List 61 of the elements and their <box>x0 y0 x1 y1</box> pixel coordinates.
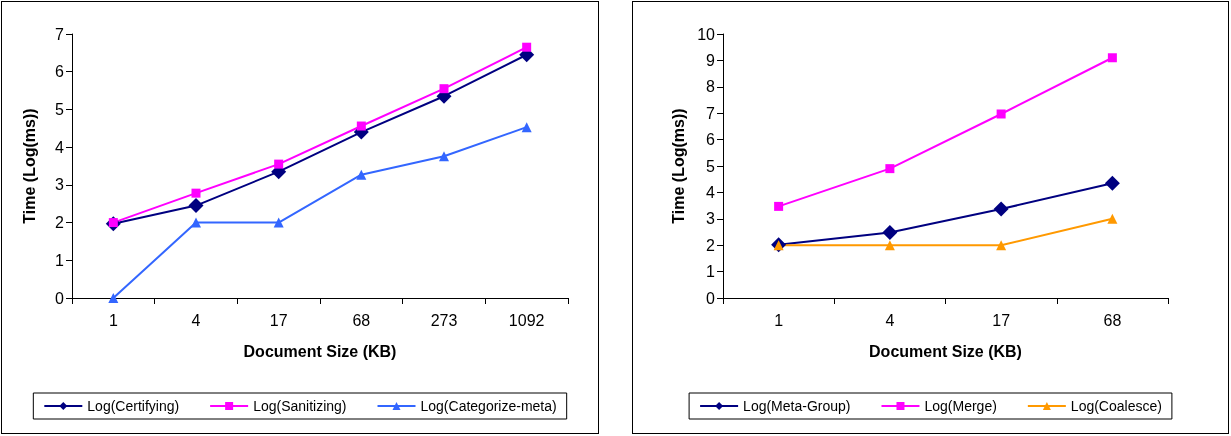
y-tick-label: 6 <box>55 63 65 81</box>
y-tick-label: 0 <box>706 289 716 307</box>
y-axis-title: Time (Log(ms)) <box>20 108 38 224</box>
point <box>356 121 366 131</box>
y-tick-label: 10 <box>697 25 716 43</box>
x-tick-label: 68 <box>352 311 371 329</box>
legend-label: Log(Meta-Group) <box>743 398 851 414</box>
y-tick-label: 1 <box>55 251 65 269</box>
y-tick-label: 2 <box>706 236 716 254</box>
point <box>996 240 1007 251</box>
legend-label: Log(Merge) <box>924 398 997 414</box>
legend-label: Log(Certifying) <box>87 398 180 414</box>
point <box>885 164 895 174</box>
point <box>521 122 532 133</box>
legend-label: Log(Sanitizing) <box>253 398 347 414</box>
x-tick-label: 17 <box>992 311 1011 329</box>
legend-label: Log(Coalesce) <box>1070 398 1162 414</box>
y-tick-label: 7 <box>55 25 65 43</box>
point <box>439 84 449 94</box>
point <box>996 109 1006 119</box>
point <box>1104 175 1120 191</box>
x-tick-label: 1 <box>774 311 784 329</box>
y-tick-label: 2 <box>55 214 65 232</box>
y-tick-label: 5 <box>55 100 65 118</box>
y-tick-label: 3 <box>706 210 716 228</box>
x-tick-label: 68 <box>1103 311 1122 329</box>
point <box>774 201 784 211</box>
x-tick-label: 273 <box>430 311 458 329</box>
y-tick-label: 4 <box>55 138 65 156</box>
x-axis-title: Document Size (KB) <box>243 342 397 360</box>
point <box>439 151 449 162</box>
point <box>356 169 367 180</box>
point <box>108 293 119 303</box>
y-tick-label: 8 <box>706 78 716 96</box>
y-tick-label: 0 <box>55 289 65 307</box>
y-tick-label: 6 <box>706 131 716 149</box>
x-axis-title: Document Size (KB) <box>869 342 1022 360</box>
point <box>274 159 284 169</box>
point <box>188 198 204 214</box>
point <box>993 201 1009 217</box>
point <box>1107 53 1117 63</box>
point <box>882 225 898 241</box>
x-tick-label: 17 <box>269 311 288 329</box>
y-axis-title: Time (Log(ms)) <box>669 108 687 224</box>
x-tick-label: 1 <box>108 311 118 329</box>
point <box>191 188 201 198</box>
point <box>884 240 895 251</box>
y-tick-label: 5 <box>706 157 716 175</box>
y-tick-label: 7 <box>706 104 716 122</box>
y-tick-label: 9 <box>706 51 716 69</box>
y-tick-label: 1 <box>706 263 716 281</box>
x-tick-label: 4 <box>191 311 201 329</box>
point <box>522 42 532 52</box>
point <box>273 217 284 228</box>
x-tick-label: 4 <box>885 311 895 329</box>
point <box>191 217 201 228</box>
legend-label: Log(Categorize-meta) <box>420 398 557 414</box>
point <box>1107 213 1118 224</box>
y-tick-label: 3 <box>55 176 65 194</box>
x-tick-label: 1092 <box>508 311 545 329</box>
y-tick-label: 4 <box>706 183 716 201</box>
